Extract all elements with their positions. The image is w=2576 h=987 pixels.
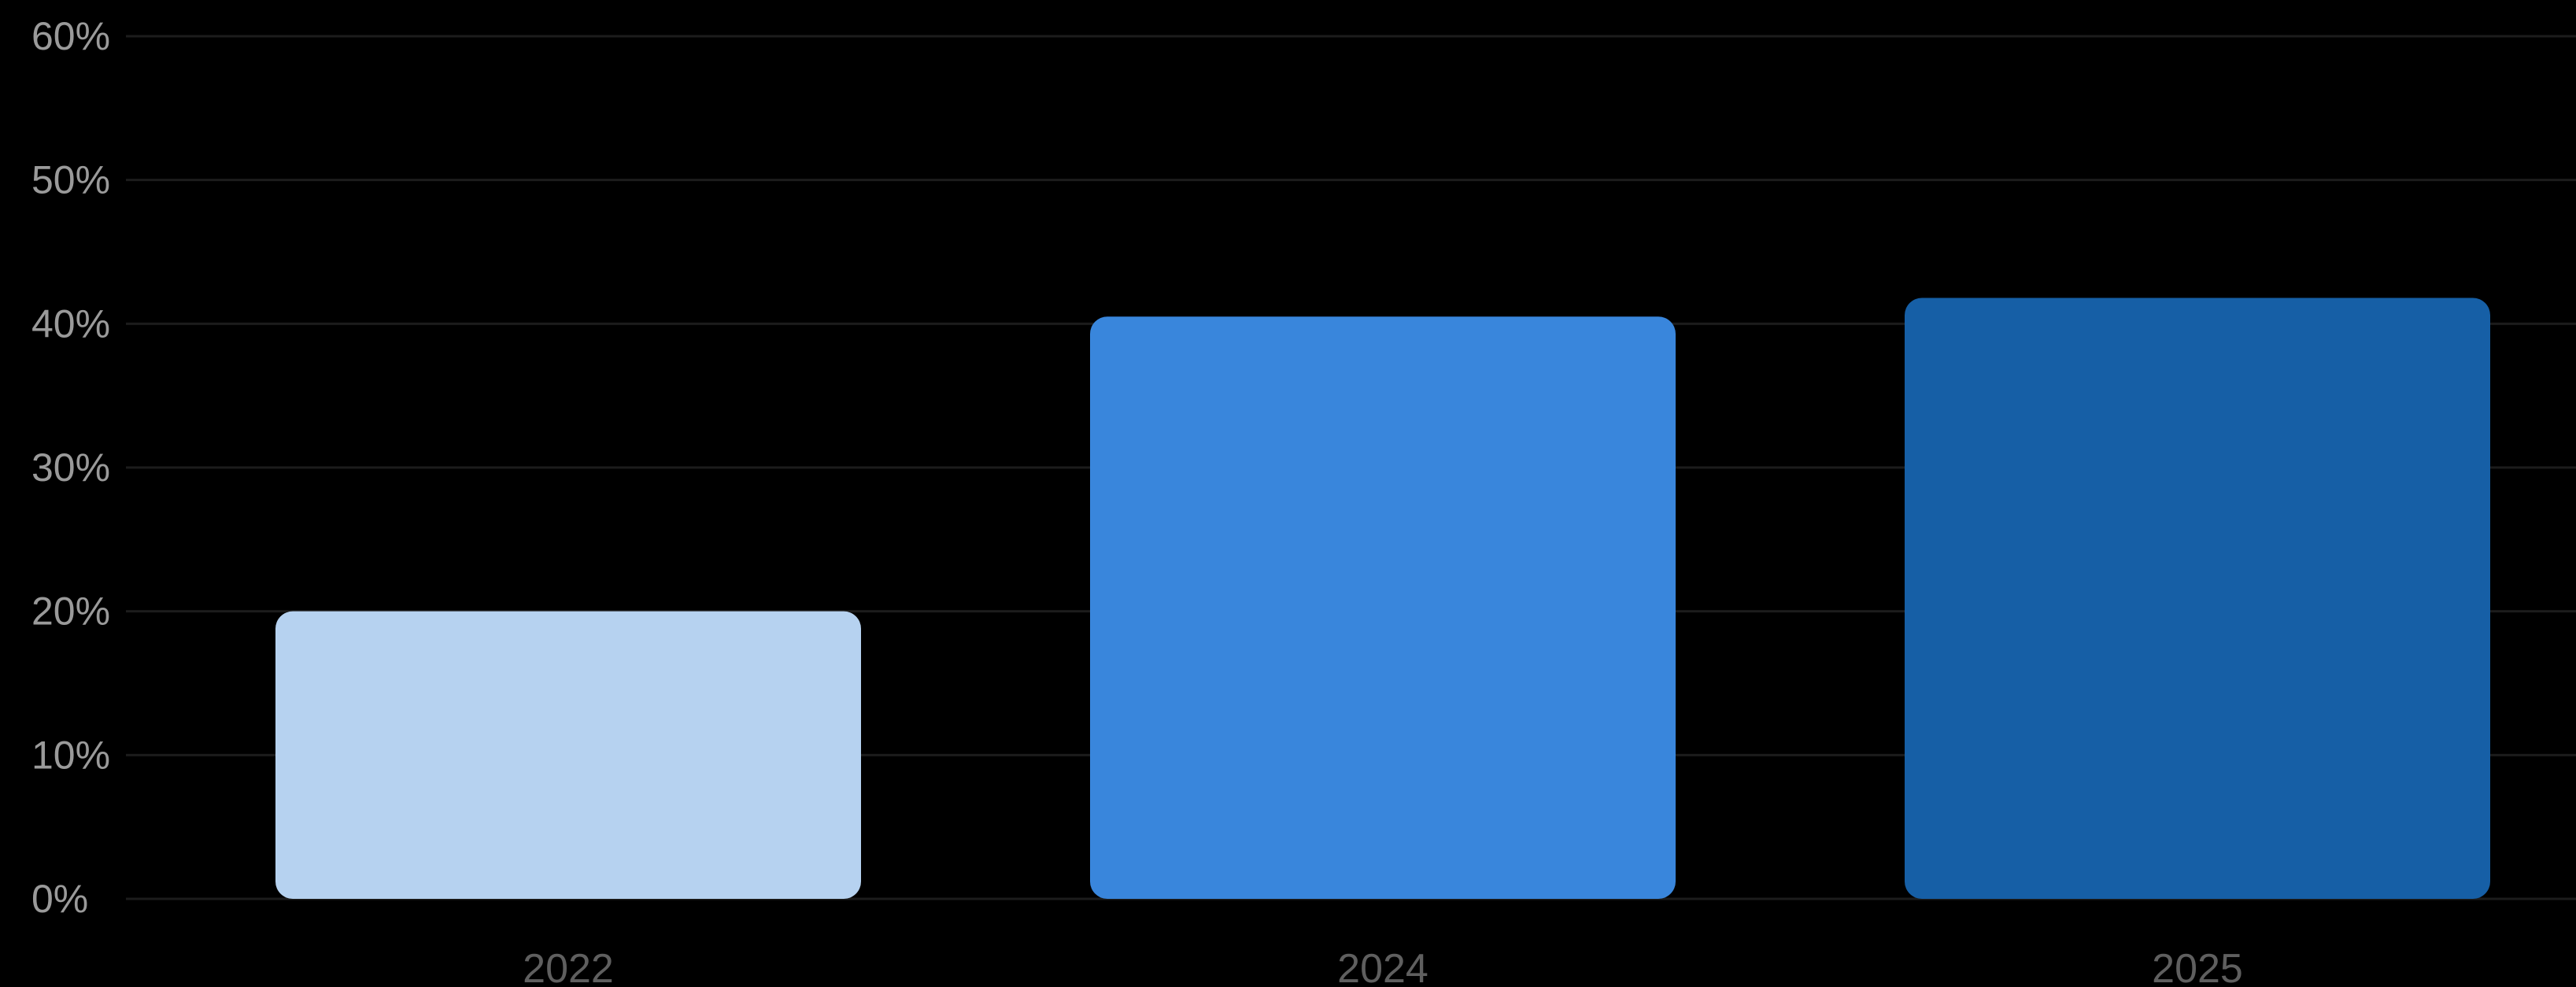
x-axis-ticks: 2022 2024 2025 (523, 946, 2243, 987)
y-tick-label: 30% (31, 445, 110, 490)
y-tick-label: 10% (31, 733, 110, 777)
bar-2024 (1090, 316, 1676, 899)
y-tick-label: 60% (31, 14, 110, 58)
y-tick-label: 20% (31, 590, 110, 634)
x-tick-label: 2022 (523, 946, 614, 987)
bars (275, 298, 2490, 899)
y-tick-label: 0% (31, 877, 88, 921)
x-tick-label: 2025 (2152, 946, 2243, 987)
y-axis-ticks: 0% 10% 20% 30% 40% 50% 60% (31, 14, 110, 921)
x-tick-label: 2024 (1337, 946, 1428, 987)
y-tick-label: 40% (31, 301, 110, 346)
y-tick-label: 50% (31, 158, 110, 202)
bar-2022 (275, 611, 861, 899)
bar-2025 (1905, 298, 2490, 899)
